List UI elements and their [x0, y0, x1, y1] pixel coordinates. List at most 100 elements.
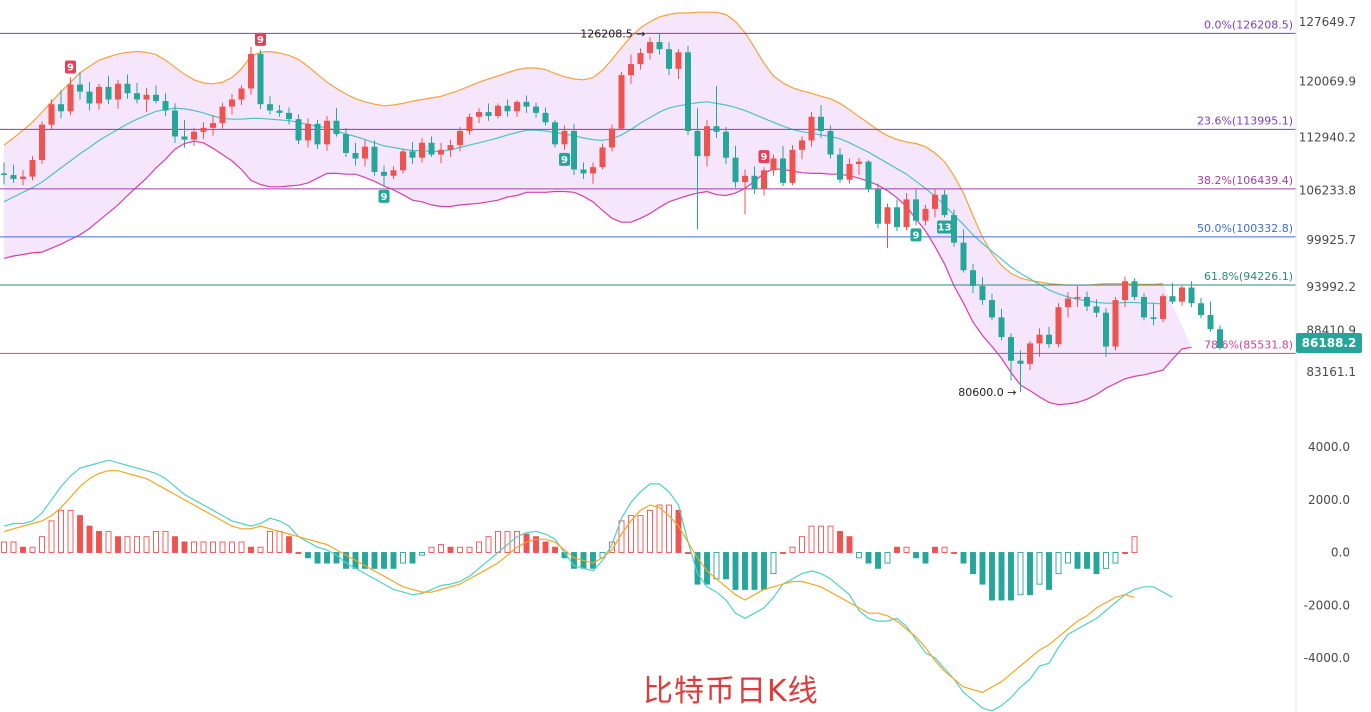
candle — [970, 263, 976, 294]
price-tick-label: 112940.2 — [1299, 131, 1356, 145]
candle — [941, 189, 948, 218]
macd-histogram-bar — [181, 541, 188, 553]
candle — [884, 203, 891, 249]
candle — [1122, 276, 1128, 308]
macd-histogram-bar — [10, 541, 17, 553]
candle-body — [694, 130, 701, 157]
candle-body — [191, 131, 197, 140]
candle-body — [219, 106, 226, 124]
macd-histogram-bar — [922, 552, 929, 564]
candle — [39, 121, 45, 165]
candle — [1055, 303, 1062, 348]
price-axis: 127649.7 120069.9 112940.2 106233.8 99925.7 9… — [1299, 15, 1356, 665]
candle-body — [1036, 334, 1043, 344]
candle — [219, 102, 226, 129]
candle-body — [675, 52, 682, 69]
candle — [628, 54, 634, 84]
macd-histogram-bar — [257, 546, 264, 553]
candle-body — [400, 151, 406, 171]
macd-histogram-bar — [742, 552, 748, 590]
candle — [989, 293, 995, 321]
macd-histogram-bar — [675, 509, 682, 553]
candle — [362, 139, 368, 167]
candle — [162, 93, 169, 117]
candle — [191, 127, 197, 146]
candle — [770, 154, 777, 176]
candle-body — [314, 123, 321, 145]
macd-histogram-bar — [143, 536, 150, 553]
candle-body — [1131, 281, 1138, 297]
candle-body — [846, 164, 853, 180]
bollinger-lower-line — [3, 140, 1192, 406]
candle-body — [875, 189, 881, 224]
candle — [210, 115, 216, 136]
candle-body — [39, 124, 45, 161]
candle-body — [248, 53, 254, 89]
candle — [580, 162, 587, 179]
macd-histogram-bar — [713, 552, 720, 580]
macd-histogram-bar — [875, 552, 881, 569]
td-marker-5 — [910, 228, 922, 242]
candle — [799, 136, 805, 160]
candle — [903, 193, 910, 231]
candle — [305, 118, 311, 148]
candle — [29, 156, 36, 181]
macd-histogram-bar — [865, 552, 872, 564]
candle-body — [1150, 317, 1157, 319]
candle — [808, 112, 815, 147]
candle — [951, 209, 957, 247]
candle — [1017, 350, 1024, 393]
candle-body — [10, 175, 17, 179]
macd-histogram-bar — [162, 530, 169, 553]
candle — [694, 108, 701, 230]
bollinger-mid-line — [3, 101, 1164, 305]
candle — [742, 169, 748, 215]
candle — [713, 86, 720, 139]
macd-histogram-bar — [808, 525, 815, 553]
candle-body — [998, 317, 1005, 338]
candle — [333, 108, 340, 137]
candle-body — [96, 86, 102, 104]
candle-body — [979, 285, 986, 301]
candle-body — [903, 199, 910, 227]
macd-histogram-bar — [846, 536, 853, 553]
macd-histogram-bar — [789, 546, 796, 553]
macd-histogram-bar — [362, 552, 368, 569]
fib-label-4: 61.8%(94226.1) — [1204, 270, 1293, 283]
fib-label-5: 78.6%(85531.8) — [1204, 338, 1293, 351]
macd-histogram-bar — [666, 504, 672, 553]
candle — [666, 42, 672, 76]
candle — [932, 188, 938, 218]
candle — [58, 90, 64, 119]
macd-histogram-bar — [390, 552, 397, 569]
macd-histogram-bar — [457, 546, 463, 553]
candle-body — [20, 176, 26, 179]
macd-dif-line — [3, 459, 1173, 712]
candle-body — [647, 42, 653, 54]
candle — [590, 162, 596, 184]
macd-dea-line — [3, 470, 1135, 693]
macd-histogram-bar — [1131, 536, 1138, 553]
candle-body — [599, 147, 606, 168]
candle — [77, 71, 83, 100]
candle — [457, 127, 463, 152]
candle-body — [827, 130, 834, 155]
candle-body — [466, 116, 473, 131]
candle-body — [922, 208, 929, 221]
candle — [1141, 293, 1147, 321]
candle — [419, 138, 425, 163]
candle-body — [153, 94, 159, 102]
candle-body — [257, 53, 264, 105]
macd-histogram-bar — [504, 530, 511, 553]
candle-body — [913, 199, 919, 221]
candle — [485, 103, 492, 121]
macd-histogram-bar — [305, 552, 311, 559]
macd-histogram-bar — [1008, 552, 1014, 601]
candle — [1207, 301, 1214, 332]
macd-histogram-bar — [941, 546, 948, 553]
macd-histogram-bar — [951, 552, 957, 554]
candle — [609, 124, 615, 152]
macd-histogram-bar — [960, 552, 967, 564]
macd-histogram-bar — [685, 552, 691, 554]
candle-body — [409, 151, 416, 158]
